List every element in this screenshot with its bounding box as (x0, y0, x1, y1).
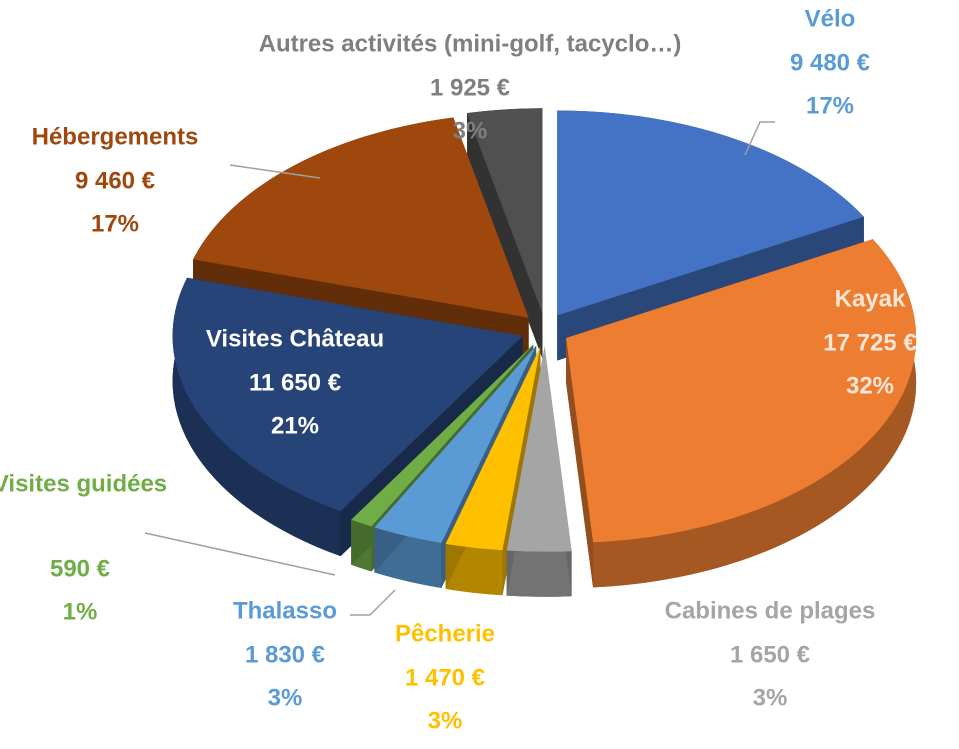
category-label: Autres activités (mini-golf, tacyclo…) (259, 30, 682, 57)
percentage-label: 21% (271, 412, 319, 439)
leader-line (350, 589, 396, 616)
percentage-label: 3% (753, 684, 788, 711)
slice-wall (506, 550, 572, 597)
value-label: 1 470 € (405, 664, 485, 691)
slice-face (566, 337, 594, 588)
slice (467, 108, 543, 314)
value-label: 1 830 € (245, 641, 325, 668)
value-label: 17 725 € (823, 329, 916, 356)
leader-line (744, 121, 775, 156)
slice (374, 345, 537, 543)
category-label: Visites guidées (0, 470, 167, 497)
percentage-label: 32% (846, 372, 894, 399)
value-label: 9 480 € (790, 49, 870, 76)
category-label: Thalasso (233, 597, 337, 624)
slice (351, 344, 534, 527)
value-label: 1 650 € (730, 641, 810, 668)
slice (445, 346, 541, 551)
percentage-label: 17% (91, 210, 139, 237)
value-label: 590 € (50, 555, 110, 582)
slice (506, 346, 572, 552)
percentage-label: 17% (806, 92, 854, 119)
slice-wall (593, 239, 917, 588)
slice (557, 110, 864, 316)
percentage-label: 3% (453, 117, 488, 144)
value-label: 9 460 € (75, 167, 155, 194)
slice (566, 239, 917, 543)
leader-line (144, 532, 336, 576)
percentage-label: 3% (268, 684, 303, 711)
value-label: 1 925 € (430, 74, 510, 101)
percentage-label: 3% (428, 707, 463, 734)
category-label: Pêcherie (395, 620, 495, 647)
category-label: Vélo (805, 5, 856, 32)
category-label: Kayak (835, 285, 906, 312)
category-label: Cabines de plages (665, 597, 876, 624)
category-label: Hébergements (32, 123, 199, 150)
leader-line (229, 164, 321, 179)
slice-face (467, 113, 543, 359)
slice-wall (172, 277, 341, 557)
percentage-label: 1% (63, 598, 98, 625)
category-label: Visites Château (206, 325, 384, 352)
value-label: 11 650 € (249, 369, 341, 396)
slice (193, 117, 529, 318)
slice (172, 277, 523, 512)
